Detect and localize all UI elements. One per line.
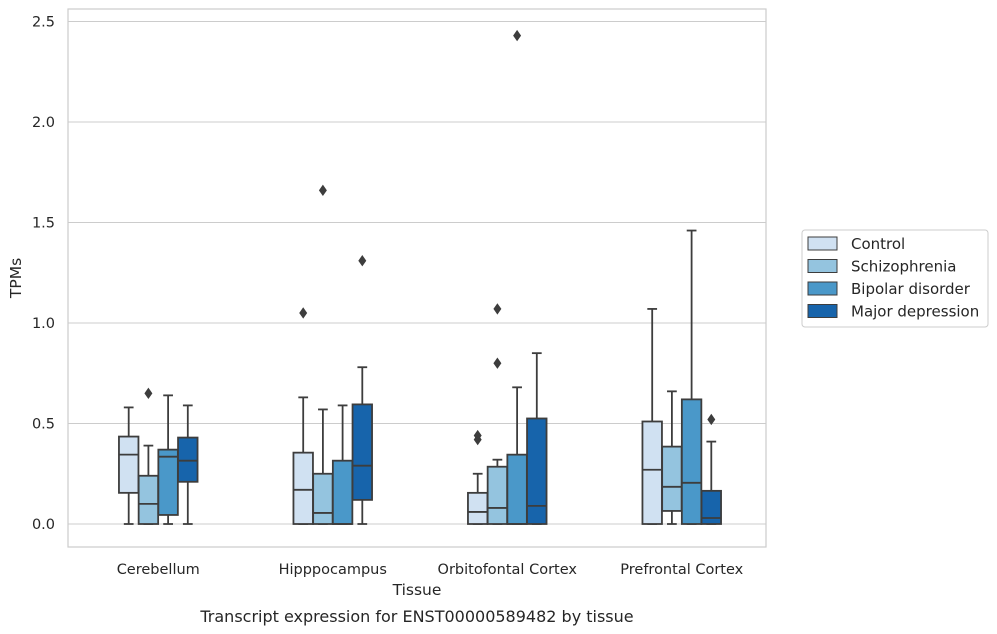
y-tick-label: 1.5 <box>32 216 55 232</box>
legend-frame <box>801 229 989 328</box>
legend-swatch <box>807 259 838 273</box>
legend-label: Major depression <box>851 303 979 321</box>
box-group <box>312 184 334 525</box>
box <box>137 474 160 525</box>
legend-label: Bipolar disorder <box>851 280 971 298</box>
outlier-point <box>299 307 308 319</box>
box <box>680 398 703 525</box>
box <box>641 420 663 525</box>
outlier-point <box>318 184 327 197</box>
box-group <box>292 307 314 525</box>
plot-frame <box>67 8 767 548</box>
box-group <box>118 406 140 525</box>
y-axis-label: TPMs <box>7 258 25 299</box>
outlier-point <box>513 29 522 42</box>
box <box>700 489 722 525</box>
box <box>177 436 199 483</box>
box <box>312 472 334 525</box>
box <box>157 448 179 516</box>
box-group <box>467 429 489 525</box>
legend-label: Control <box>851 235 905 253</box>
legend-swatch <box>807 236 838 251</box>
legend: Control Schizophrenia Bipolar disorder Majo… <box>801 229 989 328</box>
box-group <box>177 404 199 525</box>
box-group <box>506 29 528 525</box>
x-tick-labels: Cerebellum Hipppocampus Orbitofontal Corte… <box>117 562 744 578</box>
y-tick-label: 2.0 <box>32 115 55 131</box>
box <box>486 465 509 525</box>
box-group <box>486 303 509 525</box>
box <box>506 453 528 525</box>
x-tick-label: Hipppocampus <box>279 562 387 578</box>
outlier-point <box>473 429 482 442</box>
box <box>118 435 140 494</box>
box <box>351 403 373 501</box>
box-group <box>700 413 722 525</box>
legend-swatch <box>807 281 838 296</box>
y-tick-label: 1.0 <box>32 316 55 332</box>
box <box>467 491 489 525</box>
x-axis-label: Tissue <box>392 581 442 599</box>
outlier-point <box>493 357 502 369</box>
outlier-point <box>358 254 367 267</box>
y-tick-label: 0.5 <box>32 417 55 433</box>
y-tick-labels: 0.0 0.5 1.0 1.5 2.0 2.5 <box>32 15 55 534</box>
x-tick-label: Prefrontal Cortex <box>620 562 743 578</box>
box-group <box>526 352 548 525</box>
box-group <box>680 229 703 525</box>
box-group <box>137 387 160 525</box>
box-group <box>331 404 354 525</box>
boxes-layer <box>118 29 722 525</box>
chart-caption: Transcript expression for ENST0000058948… <box>199 607 633 626</box>
box <box>292 451 314 525</box>
legend-swatch <box>807 304 838 318</box>
box <box>526 417 548 525</box>
x-tick-label: Orbitofontal Cortex <box>438 562 578 578</box>
box-group <box>641 308 663 525</box>
outlier-point <box>493 303 502 315</box>
outlier-point <box>144 387 153 400</box>
box-group <box>351 254 373 525</box>
box <box>661 445 683 512</box>
box <box>331 459 354 525</box>
y-tick-label: 2.5 <box>32 15 55 31</box>
y-tick-label: 0.0 <box>32 517 55 533</box>
x-tick-label: Cerebellum <box>117 562 200 578</box>
outlier-point <box>707 413 716 426</box>
legend-label: Schizophrenia <box>851 258 956 276</box>
